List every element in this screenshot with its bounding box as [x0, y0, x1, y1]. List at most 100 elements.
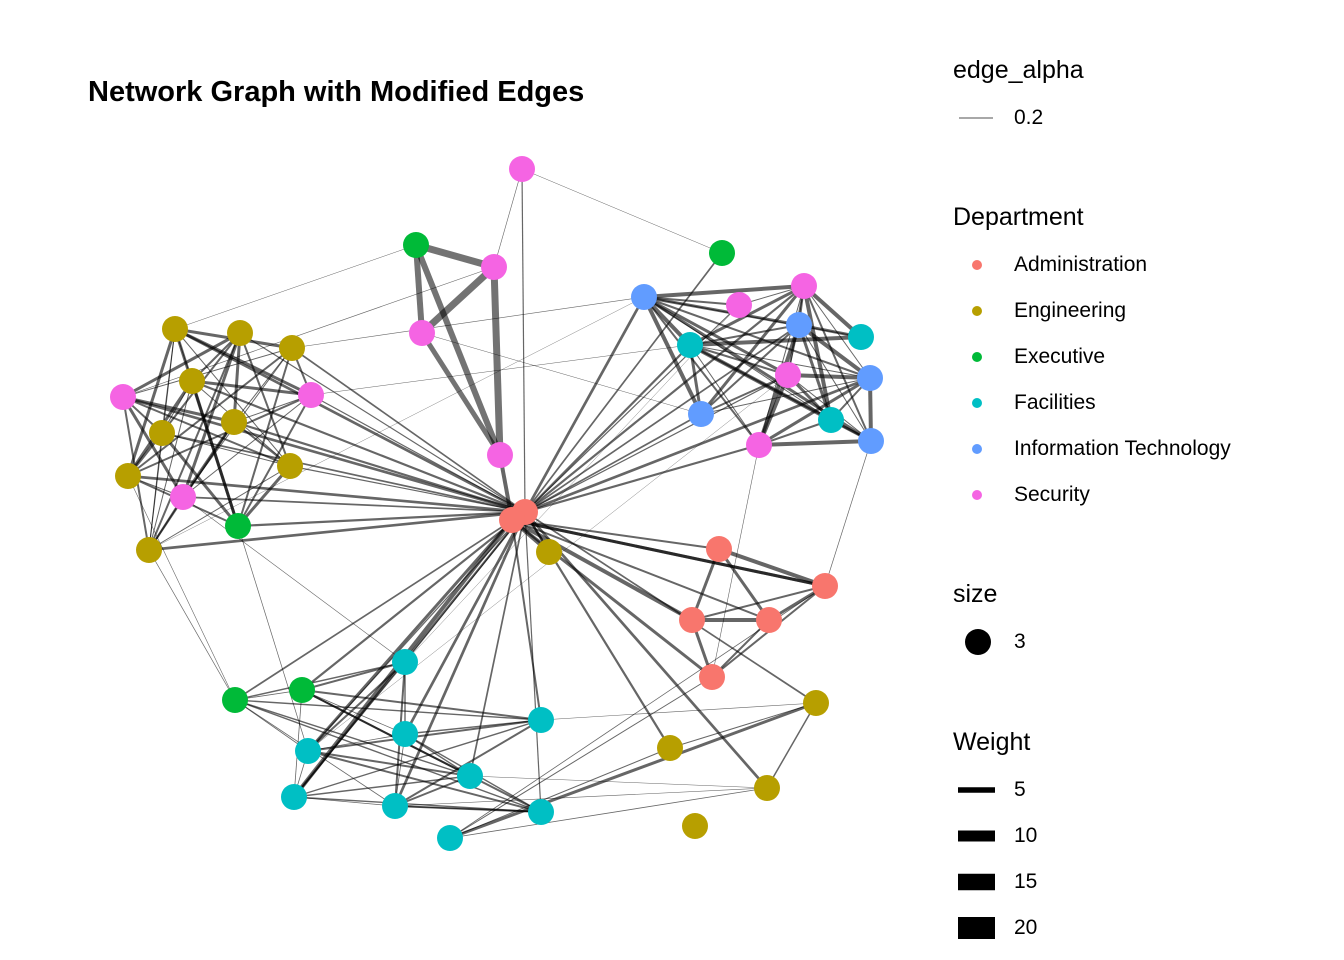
- edge: [393, 511, 527, 807]
- legend-color-dot: [972, 260, 982, 270]
- node: [289, 677, 315, 703]
- edge: [700, 374, 789, 415]
- node: [775, 362, 801, 388]
- legend-department-entry: Facilities: [953, 380, 1096, 426]
- edge: [237, 510, 526, 528]
- node: [791, 273, 817, 299]
- node: [221, 409, 247, 435]
- node: [726, 292, 752, 318]
- node: [403, 232, 429, 258]
- edge: [469, 511, 526, 777]
- legend-color-dot: [972, 444, 982, 454]
- legend-weight-line: [958, 787, 995, 793]
- edge: [301, 689, 406, 735]
- edge: [307, 750, 471, 777]
- edge: [160, 432, 240, 527]
- node: [136, 537, 162, 563]
- legend-edge-alpha: edge_alpha 0.2: [953, 56, 1084, 141]
- edge: [301, 661, 406, 691]
- edge: [490, 266, 504, 456]
- edge: [291, 296, 645, 349]
- edge: [161, 432, 291, 467]
- edge: [122, 396, 291, 467]
- node: [657, 735, 683, 761]
- legend-color-dot: [972, 306, 982, 316]
- edge: [234, 511, 526, 701]
- edge: [803, 285, 872, 442]
- edge: [394, 719, 542, 807]
- edge: [419, 331, 503, 457]
- node: [677, 332, 703, 358]
- legend-edge-alpha-label: 0.2: [1014, 106, 1044, 129]
- edge: [174, 244, 417, 330]
- legend-department-label: Engineering: [1014, 299, 1127, 322]
- edge: [691, 585, 826, 621]
- edge: [449, 747, 671, 839]
- node: [277, 453, 303, 479]
- node: [115, 463, 141, 489]
- edge: [234, 699, 542, 813]
- legend-color-dot: [972, 352, 982, 362]
- legend-weight-line: [958, 830, 995, 842]
- legend-edge-alpha-title: edge_alpha: [953, 56, 1084, 84]
- node: [382, 793, 408, 819]
- edge: [122, 395, 526, 514]
- legend-weight-entry: 10: [953, 813, 1037, 859]
- node: [706, 536, 732, 562]
- node: [225, 513, 251, 539]
- legend-department-entry: Engineering: [953, 288, 1126, 334]
- legend-weight-label: 20: [1014, 916, 1038, 939]
- edge: [469, 775, 768, 789]
- node: [227, 320, 253, 346]
- edge: [798, 324, 872, 442]
- edge: [174, 328, 291, 467]
- node: [756, 607, 782, 633]
- edge: [301, 511, 526, 691]
- edge: [642, 296, 703, 415]
- node: [279, 335, 305, 361]
- edge: [758, 439, 872, 447]
- node: [409, 320, 435, 346]
- edge: [643, 296, 740, 306]
- edge: [524, 285, 805, 513]
- legend-department-entry: Administration: [953, 242, 1147, 288]
- edge: [643, 295, 789, 377]
- edge: [758, 376, 871, 447]
- edge: [523, 511, 769, 789]
- edge: [523, 296, 646, 513]
- edge: [306, 519, 514, 752]
- legend-weight-label: 5: [1014, 778, 1026, 801]
- network-graph: [110, 156, 884, 851]
- node: [709, 240, 735, 266]
- node: [499, 507, 525, 533]
- edge: [121, 396, 185, 498]
- legend-size: size 3: [953, 580, 1026, 665]
- node: [222, 687, 248, 713]
- legend-weight-title: Weight: [953, 728, 1031, 756]
- legend-weight: Weight 5 10 15 20: [953, 728, 1037, 951]
- edge: [524, 374, 789, 513]
- edge: [234, 661, 406, 701]
- edge: [148, 510, 526, 552]
- node: [170, 484, 196, 510]
- edge: [182, 394, 312, 498]
- edge: [700, 377, 871, 415]
- legend-department: Department Administration Engineering Exec…: [953, 203, 1231, 518]
- edge: [289, 465, 526, 513]
- edge: [449, 787, 768, 839]
- edge: [148, 432, 163, 551]
- edge: [766, 702, 817, 789]
- edge: [669, 702, 817, 749]
- node: [857, 365, 883, 391]
- edge: [415, 241, 495, 271]
- edge: [643, 296, 871, 379]
- legend-size-entry: 3: [953, 619, 1026, 665]
- edge: [236, 465, 292, 527]
- edge: [511, 519, 720, 550]
- edge: [711, 444, 760, 678]
- edge: [797, 323, 872, 380]
- edge: [233, 347, 293, 423]
- edge: [293, 719, 542, 798]
- edge: [307, 661, 406, 752]
- edge: [524, 324, 800, 513]
